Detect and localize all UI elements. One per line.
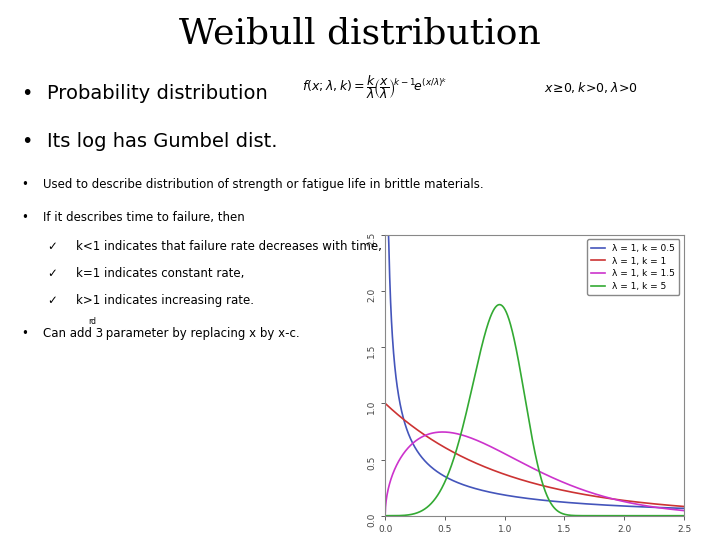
- Text: •: •: [22, 84, 33, 103]
- λ = 1, k = 1.5: [502, 451, 510, 458]
- λ = 1, k = 1.5: [680, 508, 688, 514]
- Text: Used to describe distribution of strength or fatigue life in brittle materials.: Used to describe distribution of strengt…: [43, 178, 484, 191]
- λ = 1, k = 1: [513, 475, 521, 482]
- λ = 1, k = 1.5: [411, 437, 420, 444]
- λ = 1, k = 1.5: [586, 489, 595, 496]
- λ = 1, k = 1.5: [614, 497, 623, 503]
- Text: $f(x;\lambda,k)=\dfrac{k}{\lambda}\!\left(\dfrac{x}{\lambda}\right)^{\!k-1}\!e^{: $f(x;\lambda,k)=\dfrac{k}{\lambda}\!\lef…: [302, 73, 448, 102]
- λ = 1, k = 0.5: [614, 503, 623, 509]
- Text: ✓: ✓: [47, 294, 57, 307]
- λ = 1, k = 0.5: [411, 446, 420, 452]
- λ = 1, k = 5: [502, 309, 510, 315]
- Text: k<1 indicates that failure rate decreases with time,: k<1 indicates that failure rate decrease…: [76, 240, 382, 253]
- Text: ✓: ✓: [47, 267, 57, 280]
- Text: parameter by replacing x by x-c.: parameter by replacing x by x-c.: [102, 327, 300, 340]
- Text: k>1 indicates increasing rate.: k>1 indicates increasing rate.: [76, 294, 253, 307]
- λ = 1, k = 0.5: [513, 494, 521, 500]
- λ = 1, k = 1: [614, 496, 623, 503]
- λ = 1, k = 0.5: [680, 505, 688, 511]
- λ = 1, k = 1.5: [381, 511, 390, 517]
- Text: •: •: [22, 211, 29, 224]
- λ = 1, k = 0.5: [619, 503, 628, 509]
- Text: If it describes time to failure, then: If it describes time to failure, then: [43, 211, 245, 224]
- Text: Its log has Gumbel dist.: Its log has Gumbel dist.: [47, 132, 277, 151]
- λ = 1, k = 5: [495, 301, 504, 308]
- Legend: λ = 1, k = 0.5, λ = 1, k = 1, λ = 1, k = 1.5, λ = 1, k = 5: λ = 1, k = 0.5, λ = 1, k = 1, λ = 1, k =…: [587, 239, 680, 295]
- Text: k=1 indicates constant rate,: k=1 indicates constant rate,: [76, 267, 244, 280]
- λ = 1, k = 0.5: [586, 501, 595, 508]
- λ = 1, k = 0.5: [502, 492, 510, 498]
- Text: •: •: [22, 132, 33, 151]
- λ = 1, k = 5: [586, 512, 595, 519]
- λ = 1, k = 5: [680, 512, 688, 519]
- λ = 1, k = 1.5: [438, 429, 447, 435]
- λ = 1, k = 1: [586, 492, 595, 499]
- Text: ✓: ✓: [47, 240, 57, 253]
- λ = 1, k = 1: [381, 400, 390, 407]
- λ = 1, k = 1.5: [513, 457, 521, 463]
- λ = 1, k = 1: [619, 497, 628, 504]
- Text: •: •: [22, 178, 29, 191]
- Line: λ = 1, k = 0.5: λ = 1, k = 0.5: [385, 235, 684, 508]
- λ = 1, k = 0.5: [381, 232, 390, 238]
- Text: Weibull distribution: Weibull distribution: [179, 16, 541, 50]
- Line: λ = 1, k = 5: λ = 1, k = 5: [385, 305, 684, 516]
- λ = 1, k = 1: [680, 503, 688, 510]
- λ = 1, k = 5: [411, 510, 420, 517]
- Text: •: •: [22, 327, 29, 340]
- λ = 1, k = 5: [620, 512, 629, 519]
- Line: λ = 1, k = 1: λ = 1, k = 1: [385, 403, 684, 507]
- λ = 1, k = 1: [411, 426, 420, 432]
- Text: rd: rd: [88, 317, 96, 326]
- Text: Can add 3: Can add 3: [43, 327, 104, 340]
- λ = 1, k = 1.5: [620, 498, 629, 505]
- Text: $x\!\geq\!0, k\!>\!0, \lambda\!>\!0$: $x\!\geq\!0, k\!>\!0, \lambda\!>\!0$: [544, 80, 638, 95]
- λ = 1, k = 5: [614, 512, 623, 519]
- Line: λ = 1, k = 1.5: λ = 1, k = 1.5: [385, 432, 684, 514]
- λ = 1, k = 1: [502, 471, 510, 478]
- λ = 1, k = 5: [381, 512, 390, 519]
- λ = 1, k = 5: [513, 350, 521, 357]
- Text: Probability distribution: Probability distribution: [47, 84, 268, 103]
